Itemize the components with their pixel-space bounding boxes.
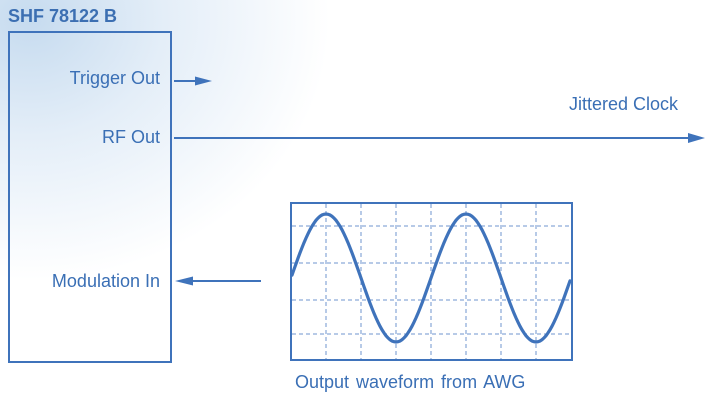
modulation-in-arrow [175,276,261,286]
rf-out-arrow [174,133,705,143]
port-label-trigger-out: Trigger Out [69,68,160,88]
port-label-rf-out: RF Out [101,127,160,147]
sine-waveform [290,212,572,344]
port-label-modulation-in: Modulation In [51,271,160,291]
device-block [8,31,172,363]
signal-label-jittered-clock: Jittered Clock [568,94,678,114]
trigger-out-arrow [174,76,212,86]
device-title: SHF 78122 B [8,6,118,26]
scope-grid [292,204,571,359]
waveform-scope [290,202,573,361]
scope-caption: Output waveform from AWG [295,372,526,392]
